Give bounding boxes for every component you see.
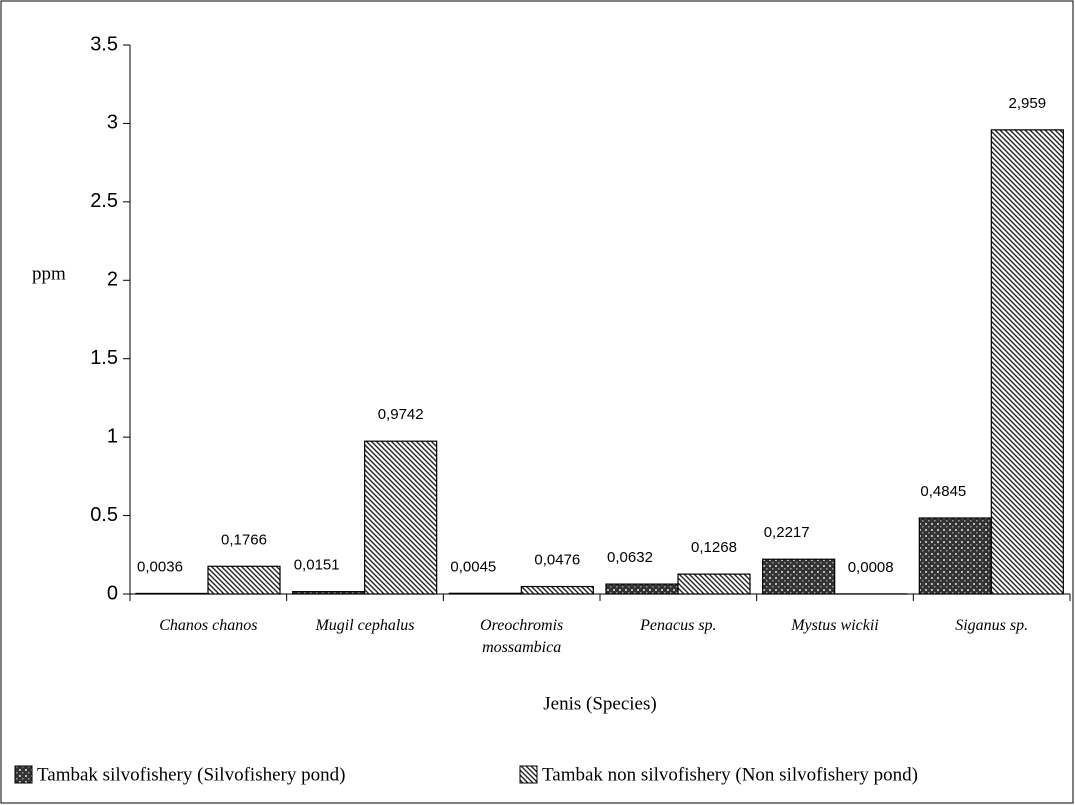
- x-tick-label: Siganus sp.: [955, 617, 1029, 634]
- bar: [605, 583, 679, 595]
- y-tick-label: 3.5: [90, 33, 118, 55]
- y-tick-label: 3: [107, 112, 118, 134]
- value-label: 0,2217: [764, 524, 810, 541]
- legend-swatch: [14, 765, 33, 784]
- value-label: 0,9742: [378, 406, 424, 423]
- x-tick-label: Penacus sp.: [640, 617, 717, 634]
- value-label: 0,4845: [920, 483, 966, 500]
- value-label: 0,0151: [294, 557, 340, 574]
- legend-swatch: [519, 765, 538, 784]
- bar: [207, 565, 281, 595]
- legend-label: Tambak non silvofishery (Non silvofisher…: [542, 764, 918, 785]
- y-tick-label: 0: [107, 582, 118, 604]
- bar: [520, 585, 594, 595]
- bar: [677, 573, 751, 595]
- x-tick-label: Chanos chanos: [159, 617, 258, 634]
- bar: [292, 591, 366, 595]
- value-label: 2,959: [1009, 95, 1047, 112]
- bar: [762, 558, 836, 595]
- value-label: 0,0008: [848, 559, 894, 576]
- bar: [990, 129, 1064, 595]
- value-label: 0,0045: [450, 558, 496, 575]
- y-tick-label: 2: [107, 269, 118, 291]
- y-tick-label: 1: [107, 425, 118, 447]
- value-label: 0,0632: [607, 549, 653, 566]
- bar: [364, 440, 438, 595]
- x-axis-label: Jenis (Species): [543, 693, 656, 714]
- value-label: 0,1766: [221, 531, 267, 548]
- y-tick-label: 2.5: [90, 190, 118, 212]
- value-label: 0,0036: [137, 558, 183, 575]
- bar: [135, 592, 209, 595]
- x-tick-label: Oreochromis mossambica: [480, 617, 564, 656]
- y-tick-label: 1.5: [90, 347, 118, 369]
- x-tick-label: Mystus wickii: [791, 617, 879, 634]
- legend-label: Tambak silvofishery (Silvofishery pond): [37, 764, 345, 785]
- y-tick-label: 0.5: [90, 504, 118, 526]
- value-label: 0,0476: [534, 552, 580, 569]
- y-axis-label: ppm: [32, 263, 66, 284]
- x-tick-label: Mugil cephalus: [315, 617, 415, 634]
- bar: [448, 592, 522, 595]
- value-label: 0,1268: [691, 539, 737, 556]
- bar: [918, 517, 992, 595]
